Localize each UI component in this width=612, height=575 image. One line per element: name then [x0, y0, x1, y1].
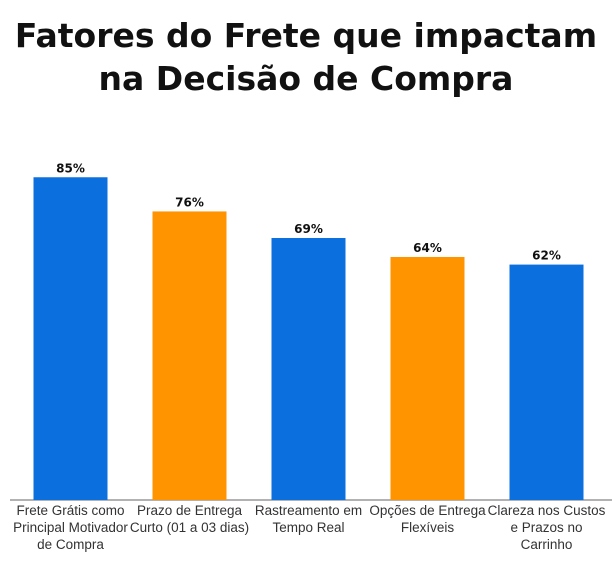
chart-title-line-1: Fatores do Frete que impactam — [14, 16, 598, 55]
category-label-4: Opções de Entrega Flexíveis — [369, 503, 486, 535]
data-label-1: 85% — [56, 161, 85, 175]
chart-title-line-2: na Decisão de Compra — [98, 59, 514, 98]
data-label-3: 69% — [294, 222, 323, 236]
bar-2 — [152, 211, 227, 501]
category-label-5: Clareza nos Custos e Prazos no Carrinho — [487, 503, 606, 552]
category-label-3: Rastreamento em Tempo Real — [254, 503, 363, 535]
bar-1 — [33, 177, 108, 500]
chart-title: Fatores do Frete que impactam na Decisão… — [0, 14, 612, 100]
data-label-4: 64% — [413, 241, 442, 255]
category-label-1: Frete Grátis como Principal Motivador de… — [13, 503, 128, 552]
bar-5 — [509, 264, 584, 500]
bar-3 — [271, 238, 346, 500]
bar-4 — [390, 256, 465, 500]
data-label-5: 62% — [532, 249, 561, 263]
category-label-2: Prazo de Entrega Curto (01 a 03 dias) — [129, 503, 250, 535]
data-label-2: 76% — [175, 195, 204, 209]
